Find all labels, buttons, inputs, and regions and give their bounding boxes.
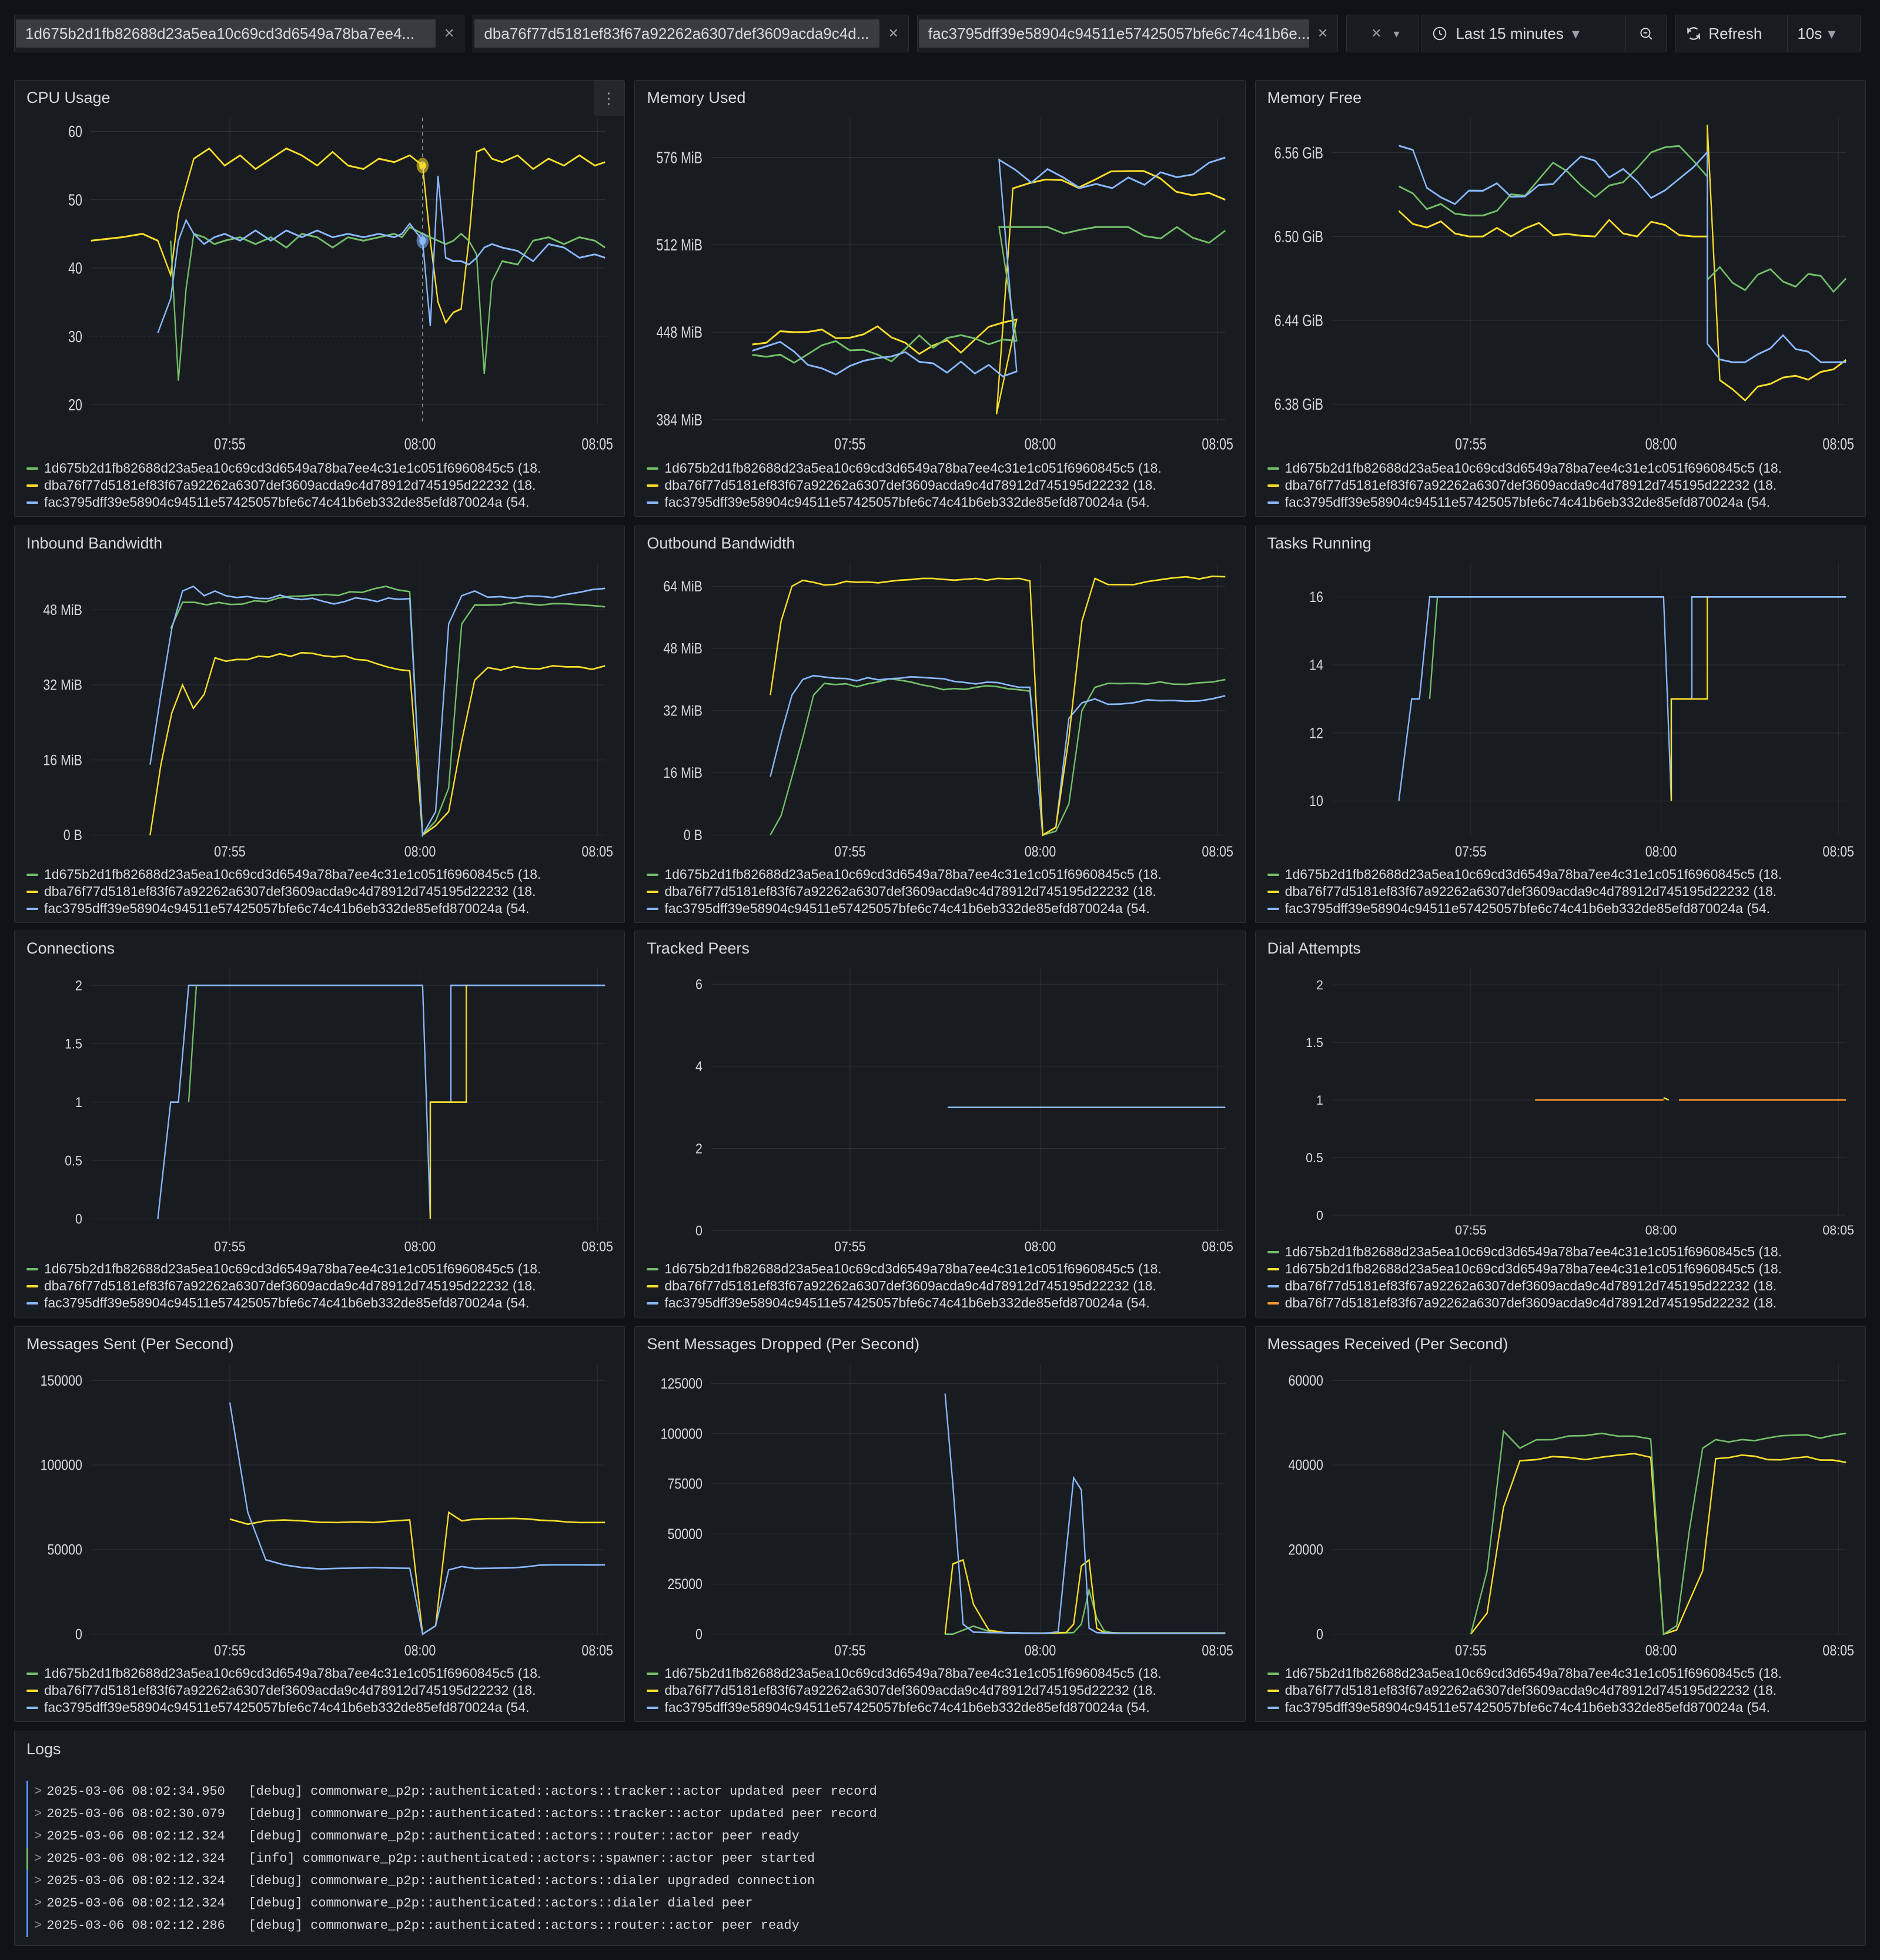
svg-text:08:00: 08:00 xyxy=(1645,844,1677,860)
svg-text:0 B: 0 B xyxy=(684,827,703,844)
svg-text:08:05: 08:05 xyxy=(1822,1643,1854,1659)
svg-text:16 MiB: 16 MiB xyxy=(664,765,703,781)
svg-text:07:55: 07:55 xyxy=(834,1238,866,1254)
svg-text:0: 0 xyxy=(75,1626,82,1643)
svg-text:08:00: 08:00 xyxy=(1645,435,1677,453)
svg-text:07:55: 07:55 xyxy=(834,435,865,453)
svg-text:14: 14 xyxy=(1309,657,1323,673)
svg-text:576 MiB: 576 MiB xyxy=(657,149,703,167)
svg-text:08:05: 08:05 xyxy=(581,844,613,860)
svg-text:08:00: 08:00 xyxy=(1025,844,1056,860)
svg-text:32 MiB: 32 MiB xyxy=(664,703,703,719)
svg-text:08:00: 08:00 xyxy=(1025,1238,1056,1254)
svg-text:40000: 40000 xyxy=(1288,1457,1323,1473)
svg-text:07:55: 07:55 xyxy=(214,435,245,453)
svg-text:32 MiB: 32 MiB xyxy=(43,677,82,693)
svg-text:48 MiB: 48 MiB xyxy=(43,601,82,618)
svg-text:08:05: 08:05 xyxy=(1822,844,1854,860)
svg-text:1: 1 xyxy=(75,1094,82,1110)
svg-text:6.44 GiB: 6.44 GiB xyxy=(1274,312,1323,330)
svg-text:1: 1 xyxy=(1316,1092,1323,1108)
svg-text:16: 16 xyxy=(1309,589,1323,606)
svg-text:08:00: 08:00 xyxy=(404,435,436,453)
svg-text:2: 2 xyxy=(75,977,82,993)
svg-text:20: 20 xyxy=(68,396,82,414)
svg-text:08:05: 08:05 xyxy=(581,435,613,453)
svg-text:08:00: 08:00 xyxy=(1025,435,1056,453)
svg-text:6.38 GiB: 6.38 GiB xyxy=(1274,395,1323,413)
svg-text:0: 0 xyxy=(695,1222,703,1238)
svg-text:08:05: 08:05 xyxy=(581,1238,613,1254)
svg-text:08:00: 08:00 xyxy=(1645,1223,1677,1238)
svg-text:75000: 75000 xyxy=(668,1476,703,1492)
svg-text:08:05: 08:05 xyxy=(1202,1238,1233,1254)
svg-text:0: 0 xyxy=(695,1626,703,1643)
svg-text:448 MiB: 448 MiB xyxy=(657,323,703,342)
svg-text:384 MiB: 384 MiB xyxy=(657,411,703,429)
svg-text:4: 4 xyxy=(695,1058,703,1074)
svg-text:08:00: 08:00 xyxy=(1645,1643,1677,1659)
svg-text:25000: 25000 xyxy=(668,1576,703,1593)
svg-text:48 MiB: 48 MiB xyxy=(664,640,703,657)
svg-text:08:05: 08:05 xyxy=(1822,1223,1854,1238)
svg-text:08:00: 08:00 xyxy=(404,1238,436,1254)
svg-text:50000: 50000 xyxy=(668,1526,703,1542)
svg-text:07:55: 07:55 xyxy=(1455,1223,1487,1238)
svg-text:08:05: 08:05 xyxy=(581,1643,613,1659)
svg-text:08:00: 08:00 xyxy=(404,844,436,860)
svg-text:16 MiB: 16 MiB xyxy=(43,752,82,768)
svg-text:6.56 GiB: 6.56 GiB xyxy=(1274,144,1323,162)
svg-text:08:05: 08:05 xyxy=(1202,1643,1233,1659)
svg-text:100000: 100000 xyxy=(41,1457,82,1473)
svg-text:0: 0 xyxy=(75,1211,82,1227)
svg-text:6: 6 xyxy=(695,976,703,992)
svg-text:0 B: 0 B xyxy=(63,827,82,844)
svg-text:2: 2 xyxy=(695,1140,703,1156)
svg-text:12: 12 xyxy=(1309,725,1323,741)
svg-text:6.50 GiB: 6.50 GiB xyxy=(1274,228,1323,246)
svg-text:30: 30 xyxy=(68,327,82,346)
svg-text:150000: 150000 xyxy=(41,1372,82,1389)
svg-text:50: 50 xyxy=(68,191,82,209)
svg-text:07:55: 07:55 xyxy=(834,844,866,860)
svg-text:20000: 20000 xyxy=(1288,1541,1323,1558)
svg-text:0.5: 0.5 xyxy=(65,1152,82,1168)
svg-text:07:55: 07:55 xyxy=(214,844,246,860)
svg-text:07:55: 07:55 xyxy=(834,1643,866,1659)
svg-text:0: 0 xyxy=(1316,1626,1323,1643)
svg-text:07:55: 07:55 xyxy=(214,1238,246,1254)
svg-text:1.5: 1.5 xyxy=(65,1036,82,1052)
svg-text:125000: 125000 xyxy=(661,1376,703,1392)
svg-text:64 MiB: 64 MiB xyxy=(664,578,703,594)
svg-text:08:05: 08:05 xyxy=(1202,435,1233,453)
svg-text:07:55: 07:55 xyxy=(1455,844,1487,860)
svg-text:08:00: 08:00 xyxy=(1025,1643,1056,1659)
svg-text:60: 60 xyxy=(68,123,82,141)
svg-text:08:05: 08:05 xyxy=(1202,844,1233,860)
svg-text:0.5: 0.5 xyxy=(1306,1150,1323,1165)
svg-text:50000: 50000 xyxy=(47,1541,82,1558)
svg-text:40: 40 xyxy=(68,259,82,277)
svg-text:07:55: 07:55 xyxy=(1455,435,1486,453)
svg-text:512 MiB: 512 MiB xyxy=(657,236,703,254)
svg-text:08:00: 08:00 xyxy=(404,1643,436,1659)
svg-text:100000: 100000 xyxy=(661,1426,703,1442)
svg-text:0: 0 xyxy=(1316,1208,1323,1223)
svg-text:2: 2 xyxy=(1316,978,1323,993)
svg-text:10: 10 xyxy=(1309,793,1323,810)
svg-text:08:05: 08:05 xyxy=(1822,435,1854,453)
svg-text:07:55: 07:55 xyxy=(1455,1643,1487,1659)
svg-text:07:55: 07:55 xyxy=(214,1643,246,1659)
svg-text:1.5: 1.5 xyxy=(1306,1035,1323,1051)
svg-text:60000: 60000 xyxy=(1288,1372,1323,1389)
